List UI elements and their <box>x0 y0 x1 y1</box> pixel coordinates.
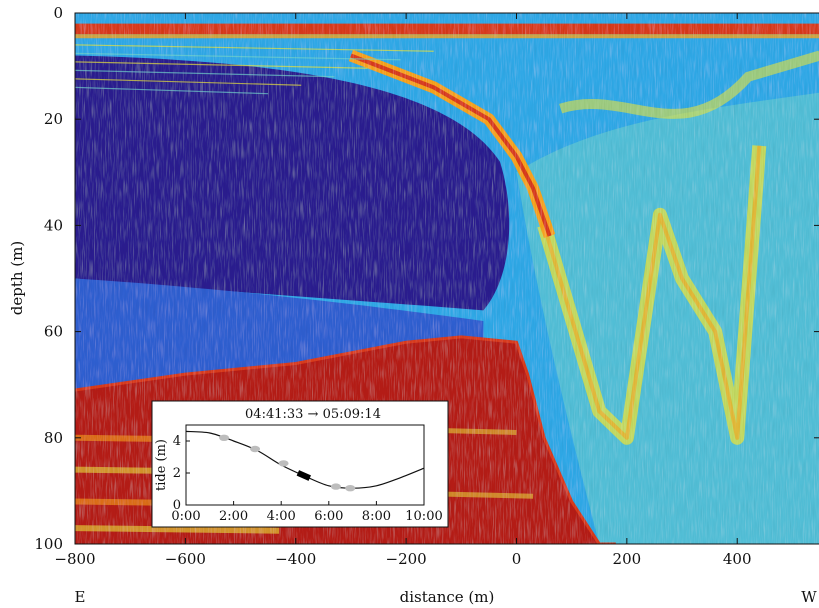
tide-x-tick-label: 4:00 <box>267 509 296 524</box>
tide-plot-frame <box>185 424 425 506</box>
echo-surface-streak <box>75 86 269 95</box>
x-tick-label: 200 <box>613 550 642 568</box>
y-tick-label: 80 <box>44 429 63 447</box>
echo-surface-streak <box>75 78 302 86</box>
x-tick-label: −600 <box>165 550 206 568</box>
tide-y-tick-label: 4 <box>173 434 181 449</box>
tide-x-tick-label: 10:00 <box>405 509 442 524</box>
echo-mid-zone <box>75 278 484 396</box>
tide-marker <box>219 434 230 441</box>
echo-surface-band <box>75 23 819 35</box>
tide-inset-box <box>151 400 449 528</box>
tide-y-axis-label: tide (m) <box>154 439 169 491</box>
tide-current-window <box>296 470 311 481</box>
echo-surface-streak <box>75 44 434 52</box>
echo-internal-wave-core <box>542 145 762 440</box>
echo-surface-streak <box>75 61 368 69</box>
x-tick-label: −200 <box>386 550 427 568</box>
tide-axes: 0:00 2:00 4:00 6:00 8:00 10:00 0 2 4 <box>171 434 442 524</box>
echogram-frame <box>74 12 819 545</box>
echo-seabed-edge <box>75 335 616 544</box>
echo-subbottom-layer <box>75 525 280 534</box>
y-tick-label: 100 <box>34 535 63 553</box>
tide-marker <box>250 445 261 453</box>
x-tick-label: 0 <box>512 550 522 568</box>
tide-series <box>185 430 425 492</box>
east-end-label: E <box>75 588 86 606</box>
y-axis-label: depth (m) <box>8 241 26 315</box>
echo-low-backscatter-zone <box>75 55 510 311</box>
y-tick-label: 60 <box>44 323 63 341</box>
echo-surface-fringe <box>75 34 819 39</box>
tide-x-tick-label: 0:00 <box>171 509 200 524</box>
tide-x-tick-label: 2:00 <box>219 509 248 524</box>
tide-marker <box>278 460 289 467</box>
tide-x-tick-label: 6:00 <box>314 509 343 524</box>
y-tick-label: 0 <box>53 4 63 22</box>
y-tick-label: 20 <box>44 110 63 128</box>
echo-upper-wave <box>559 50 819 119</box>
echo-strong-layer-core <box>350 53 552 237</box>
tide-x-tick-label: 8:00 <box>362 509 391 524</box>
tide-inset-title: 04:41:33 → 05:09:14 <box>245 407 381 422</box>
x-tick-label: 400 <box>723 550 752 568</box>
tide-marker <box>345 485 356 492</box>
tide-marker <box>330 483 341 490</box>
echo-surface-streak <box>75 69 335 78</box>
x-tick-label: −800 <box>54 550 95 568</box>
echo-surface-streak <box>75 52 401 61</box>
tide-y-tick-label: 2 <box>173 466 181 481</box>
x-tick-label: −400 <box>275 550 316 568</box>
tide-inset: 04:41:33 → 05:09:14 0:00 2:00 4:00 6:00 8:00… <box>151 400 449 528</box>
x-axis-label: distance (m) <box>400 588 495 606</box>
tide-y-tick-label: 0 <box>173 498 181 513</box>
y-tick-label: 40 <box>44 216 63 234</box>
west-end-label: W <box>801 588 817 606</box>
